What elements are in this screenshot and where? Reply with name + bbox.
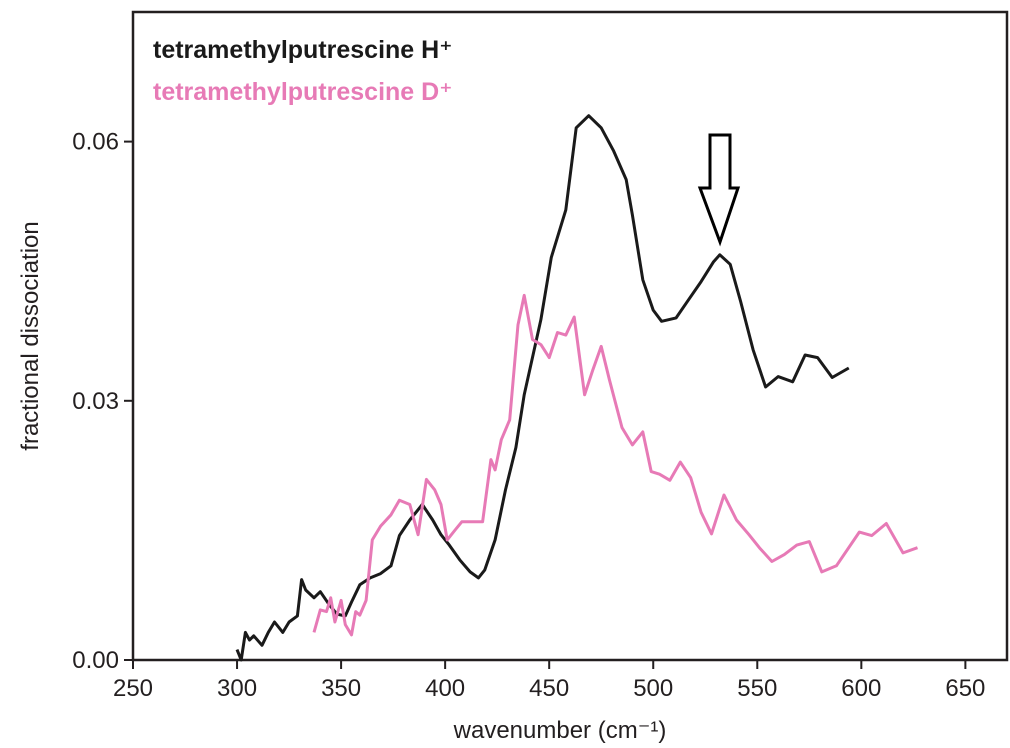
line-series: [312, 293, 919, 637]
x-tick-label: 650: [945, 675, 985, 702]
x-tick-label: 250: [113, 675, 153, 702]
x-axis-label: wavenumber (cm⁻¹): [453, 717, 667, 744]
x-tick-label: 450: [529, 675, 569, 702]
y-tick-label: 0.06: [72, 129, 119, 156]
x-tick-label: 400: [425, 675, 465, 702]
y-tick-label: 0.03: [72, 388, 119, 415]
x-tick-label: 550: [737, 675, 777, 702]
legend-entry: tetramethylputrescine D⁺: [153, 78, 452, 106]
line-series: [235, 114, 850, 662]
plot-frame: [131, 10, 1009, 662]
x-tick-label: 500: [633, 675, 673, 702]
legend-entry: tetramethylputrescine H⁺: [153, 36, 452, 64]
x-tick-label: 600: [841, 675, 881, 702]
x-tick-label: 350: [321, 675, 361, 702]
arrow-annotation: [697, 133, 741, 247]
x-tick-label: 300: [217, 675, 257, 702]
y-axis-label: fractional dissociation: [17, 221, 44, 450]
y-tick-label: 0.00: [72, 647, 119, 674]
